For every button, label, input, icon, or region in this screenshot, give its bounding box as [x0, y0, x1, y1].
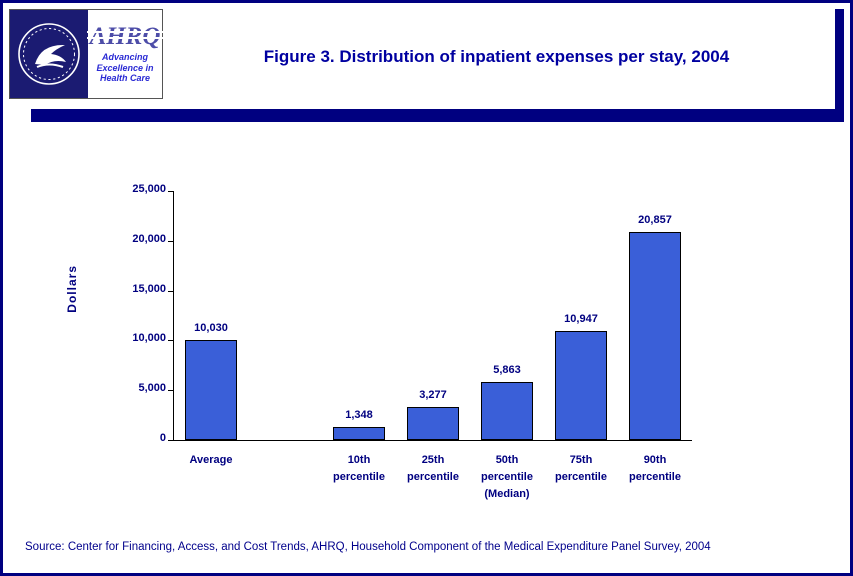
x-category-label: 10th percentile	[333, 454, 385, 484]
y-tick-label: 20,000	[132, 232, 166, 245]
bar-75th-percentile	[555, 330, 607, 440]
y-tick-label: 0	[159, 432, 166, 444]
y-tick-mark	[168, 340, 173, 342]
ahrq-logo: AHRQ Advancing Excellence in Health Care	[86, 10, 164, 98]
bar-slot: 1,348	[322, 191, 396, 440]
bar-slot: 10,947	[544, 191, 618, 440]
ahrq-tagline: Advancing Excellence in Health Care	[96, 51, 154, 84]
x-category-label: 90th percentile	[629, 454, 681, 484]
y-tick-mark	[168, 290, 173, 292]
header-rule-horizontal	[31, 109, 844, 122]
bar-slot: 20,857	[618, 191, 692, 440]
bar-value-label: 3,277	[419, 389, 447, 402]
y-tick-mark	[168, 240, 173, 242]
bar-slot: 5,863	[470, 191, 544, 440]
header-rule-vertical	[835, 9, 844, 122]
y-axis-label: Dollars	[65, 265, 79, 313]
bar-value-label: 5,863	[493, 363, 521, 376]
bar-value-label: 1,348	[345, 408, 373, 421]
bar-average	[185, 340, 237, 440]
bar-90th-percentile	[629, 232, 681, 440]
bar-value-label: 20,857	[638, 214, 672, 227]
y-tick-mark	[168, 390, 173, 392]
y-tick-label: 5,000	[138, 382, 166, 395]
logo-block: AHRQ Advancing Excellence in Health Care	[9, 9, 164, 99]
ahrq-logo-text: AHRQ	[86, 22, 164, 50]
x-category-label: Average	[189, 454, 233, 466]
bar-50th-percentile-median-	[481, 381, 533, 440]
bar-value-label: 10,030	[194, 322, 228, 335]
plot-area: 0 5,000 10,000 15,000 20,000 25,000 Average 10,…	[132, 183, 692, 500]
bar-value-label: 10,947	[564, 312, 598, 325]
bar-10th-percentile	[333, 426, 385, 440]
y-tick-mark	[168, 191, 173, 192]
source-note: Source: Center for Financing, Access, an…	[25, 541, 711, 553]
bar-slot: 3,277	[396, 191, 470, 440]
hhs-seal-icon	[10, 10, 88, 98]
bar-slot: 10,030	[174, 191, 248, 440]
x-category-label: 75th percentile	[555, 454, 607, 484]
y-tick-mark	[168, 440, 173, 441]
y-tick-label: 25,000	[132, 183, 166, 195]
x-category-label: 50th percentile (Median)	[481, 454, 533, 501]
x-category-label: 25th percentile	[407, 454, 459, 484]
y-tick-label: 15,000	[132, 282, 166, 295]
figure-title: Figure 3. Distribution of inpatient expe…	[263, 47, 730, 66]
y-tick-label: 10,000	[132, 332, 166, 345]
bar-25th-percentile	[407, 407, 459, 440]
